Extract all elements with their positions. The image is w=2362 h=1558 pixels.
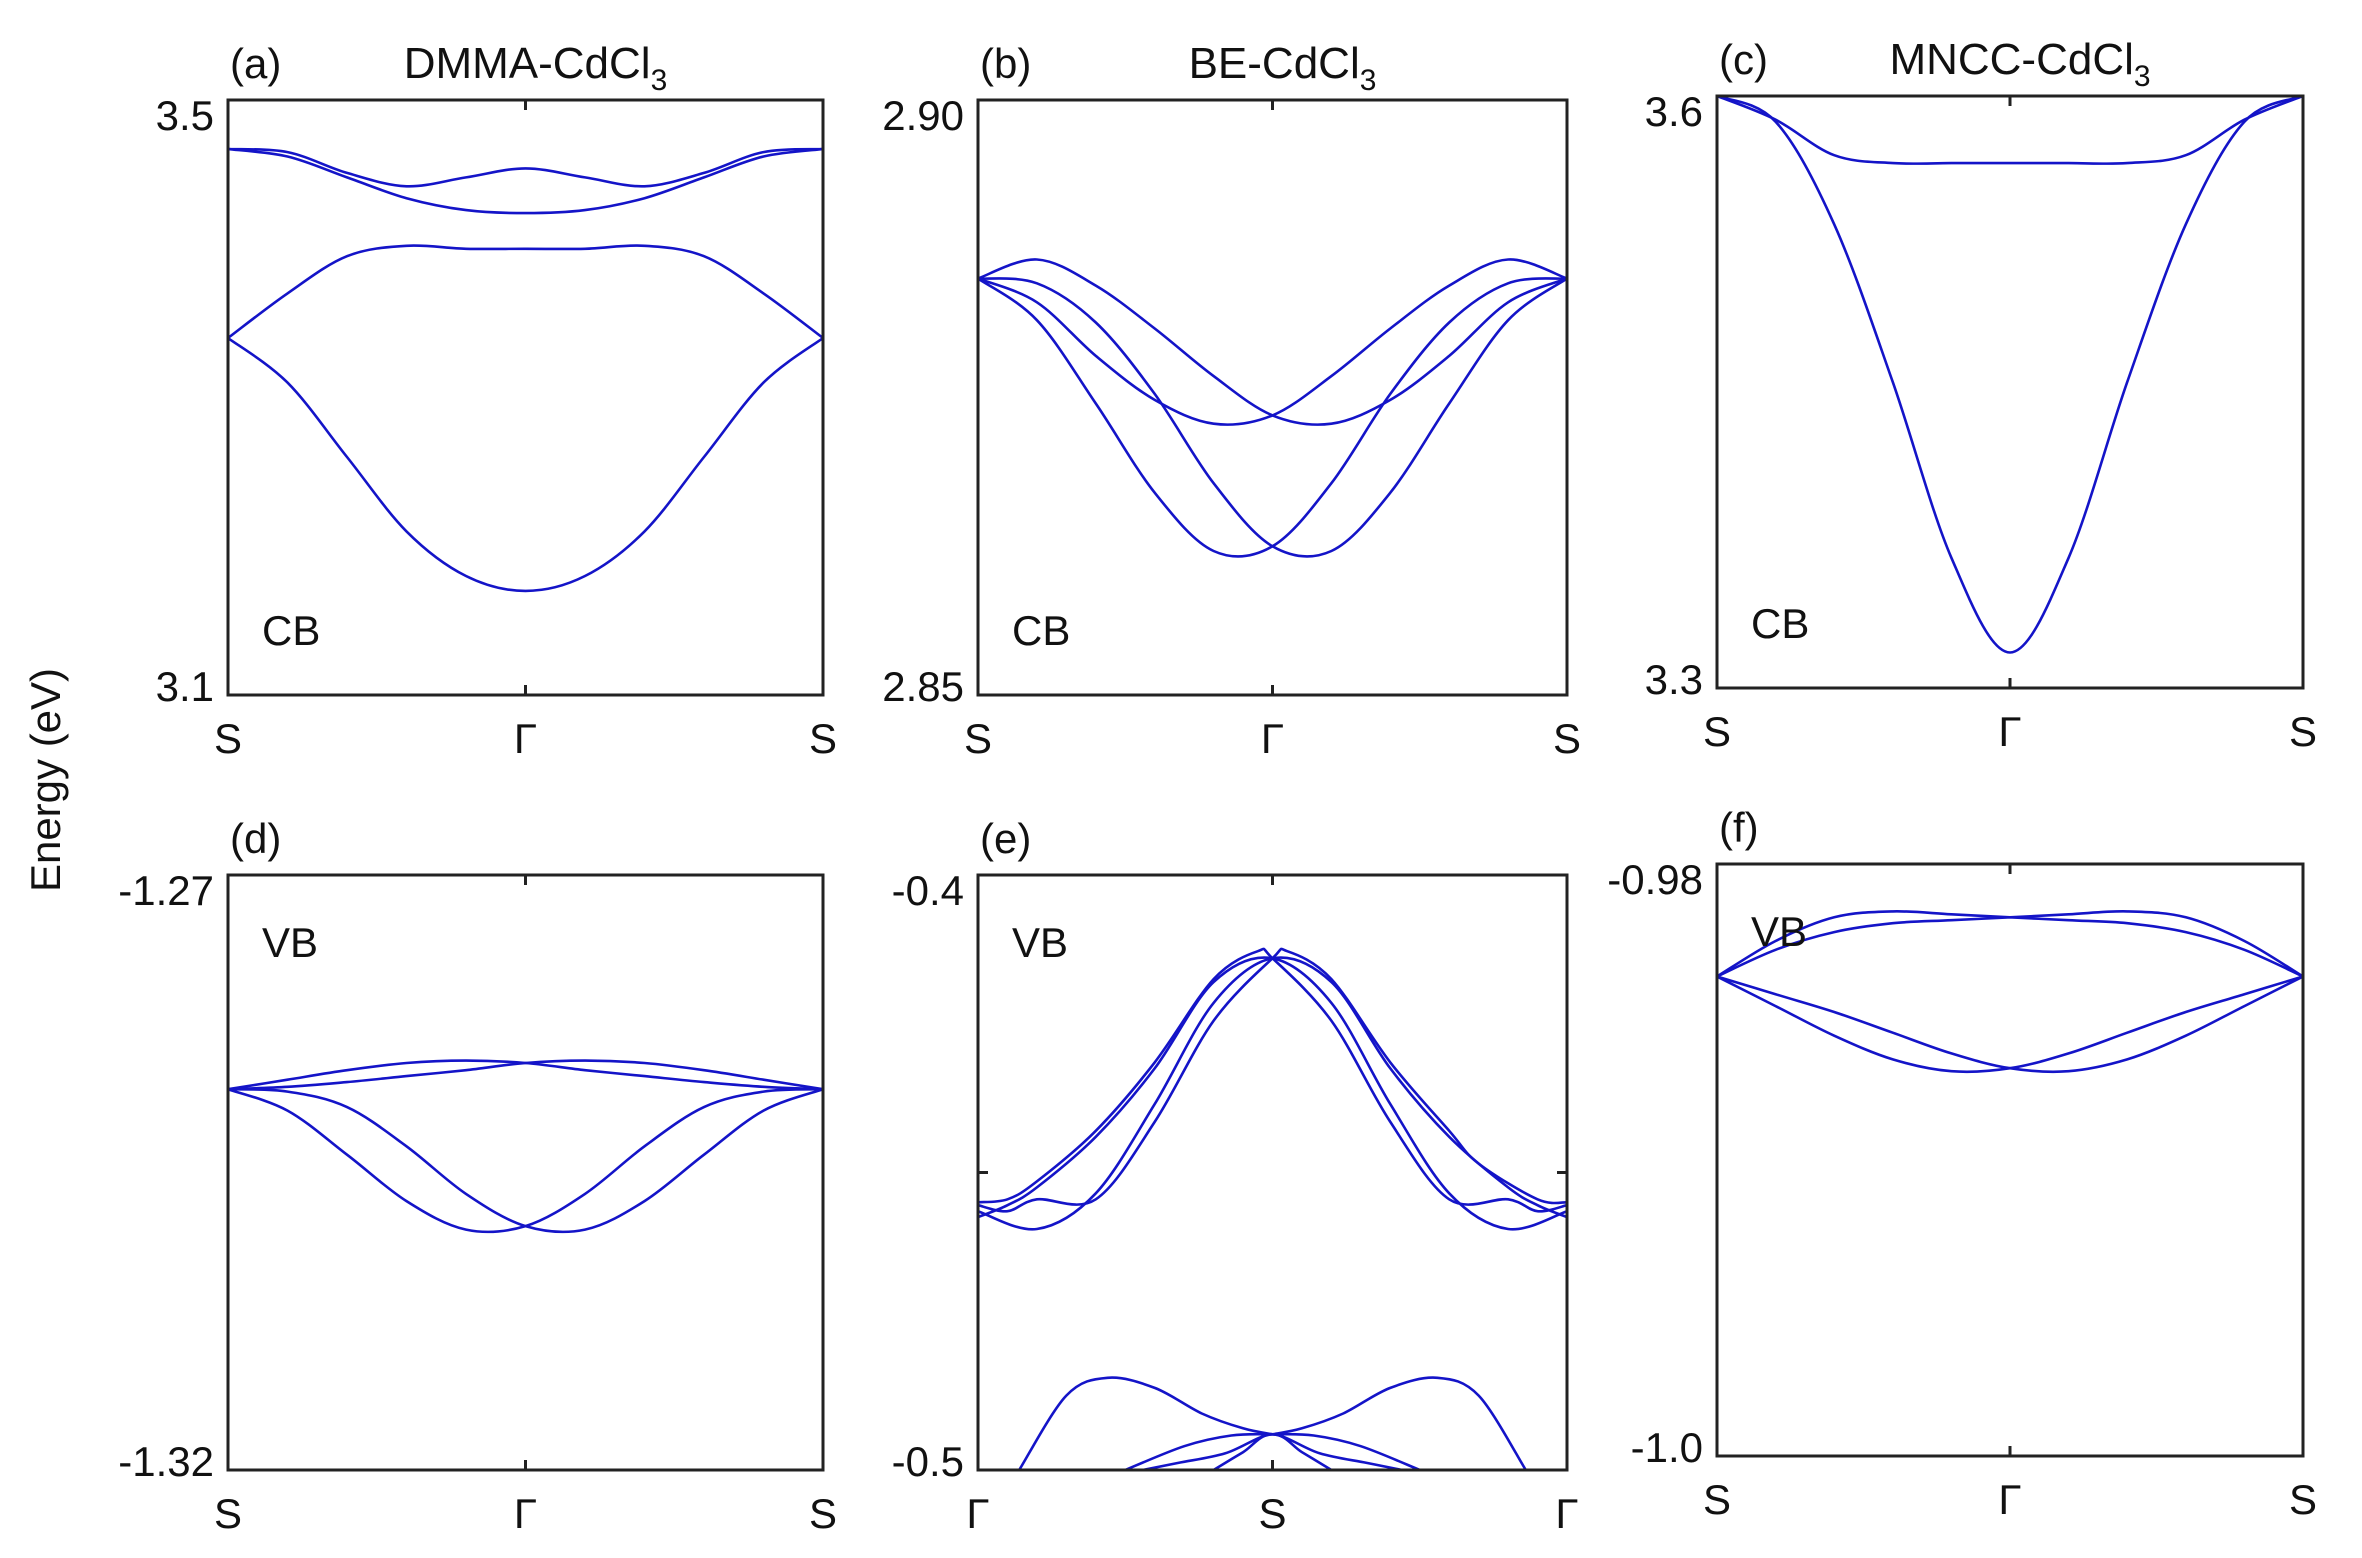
y-tick-label-high-a: 3.5 <box>156 92 214 139</box>
panel-title-b: BE-CdCl3 <box>1189 39 1377 97</box>
band-line-d-4 <box>228 1059 823 1091</box>
y-tick-label-low-b: 2.85 <box>882 663 964 710</box>
band-lines-c <box>1717 96 2303 654</box>
x-tick-label-f-1: S <box>1703 1476 1731 1523</box>
band-lines-f <box>1717 910 2303 1074</box>
y-tick-label-high-c: 3.6 <box>1645 88 1703 135</box>
x-tick-label-a-1: S <box>214 715 242 762</box>
panel-d: S Γ S-1.32-1.27(d)VB <box>118 815 837 1537</box>
band-line-c-2 <box>1717 96 2303 165</box>
band-type-label-d: VB <box>262 919 318 966</box>
y-tick-label-high-f: -0.98 <box>1607 856 1703 903</box>
band-line-e-5 <box>1018 1376 1273 1470</box>
band-type-label-e: VB <box>1012 919 1068 966</box>
band-line-f-2 <box>1717 910 2303 978</box>
band-line-b-1 <box>978 258 1567 426</box>
band-line-f-4 <box>1717 975 2303 1074</box>
band-line-d-1 <box>228 1087 823 1234</box>
band-line-e-8 <box>1212 1432 1403 1470</box>
band-line-a-1 <box>228 336 823 593</box>
panel-title-main-a: DMMA-CdCl <box>404 39 651 88</box>
x-tick-label-d-2: Γ <box>514 1490 537 1537</box>
band-lines-a <box>228 147 823 593</box>
panel-f: S Γ S-1.0-0.98(f)VB <box>1607 804 2317 1523</box>
y-tick-label-high-d: -1.27 <box>118 867 214 914</box>
y-tick-label-low-e: -0.5 <box>892 1438 964 1485</box>
x-tick-label-c-2: Γ <box>1998 708 2021 755</box>
panel-e: Γ S Γ-0.5-0.4(e)VB <box>892 815 1579 1537</box>
x-tick-label-f-3: S <box>2289 1476 2317 1523</box>
band-line-e-2 <box>978 947 1567 1213</box>
band-line-a-2 <box>228 244 823 340</box>
x-tick-label-f-2: Γ <box>1998 1476 2021 1523</box>
y-axis-label: Energy (eV) <box>22 668 69 892</box>
x-tick-label-a-3: S <box>809 715 837 762</box>
band-line-d-2 <box>228 1087 823 1234</box>
x-tick-label-b-3: S <box>1553 715 1581 762</box>
band-line-b-3 <box>978 277 1567 558</box>
band-line-a-3 <box>228 147 823 215</box>
x-tick-label-b-1: S <box>964 715 992 762</box>
panel-title-c: MNCC-CdCl3 <box>1889 35 2150 93</box>
band-type-label-b: CB <box>1012 607 1070 654</box>
plot-frame-b <box>976 98 1569 697</box>
band-type-label-a: CB <box>262 607 320 654</box>
panel-label-e: (e) <box>980 815 1031 862</box>
panel-title-subscript-a: 3 <box>651 64 668 97</box>
panel-title-a: DMMA-CdCl3 <box>404 39 668 97</box>
panel-title-main-b: BE-CdCl <box>1189 39 1360 88</box>
y-tick-label-high-b: 2.90 <box>882 92 964 139</box>
x-tick-label-d-1: S <box>214 1490 242 1537</box>
band-line-b-2 <box>978 258 1567 426</box>
band-line-f-3 <box>1717 975 2303 1074</box>
panel-label-a: (a) <box>230 40 281 87</box>
x-tick-label-a-2: Γ <box>514 715 537 762</box>
band-lines-b <box>978 258 1567 558</box>
band-line-b-4 <box>978 277 1567 558</box>
band-line-e-4 <box>978 956 1567 1231</box>
y-tick-label-low-f: -1.0 <box>1631 1424 1703 1471</box>
band-type-label-c: CB <box>1751 600 1809 647</box>
panel-title-subscript-b: 3 <box>1360 64 1377 97</box>
band-line-e-9 <box>1142 1432 1333 1470</box>
plot-frame-a <box>226 98 825 697</box>
x-tick-label-e-1: Γ <box>966 1490 989 1537</box>
band-lines-e <box>978 947 1567 1470</box>
panel-label-f: (f) <box>1719 804 1759 851</box>
band-lines-d <box>228 1059 823 1234</box>
band-line-e-1 <box>978 947 1567 1213</box>
panel-label-d: (d) <box>230 815 281 862</box>
x-tick-label-c-1: S <box>1703 708 1731 755</box>
band-type-label-f: VB <box>1751 908 1807 955</box>
band-line-a-4 <box>228 147 823 188</box>
y-tick-label-high-e: -0.4 <box>892 867 964 914</box>
x-tick-label-e-2: S <box>1258 1490 1286 1537</box>
panel-title-main-c: MNCC-CdCl <box>1889 35 2133 84</box>
panel-label-b: (b) <box>980 40 1031 87</box>
y-tick-label-low-c: 3.3 <box>1645 656 1703 703</box>
x-tick-label-e-3: Γ <box>1555 1490 1578 1537</box>
y-tick-label-low-a: 3.1 <box>156 663 214 710</box>
panel-label-c: (c) <box>1719 36 1768 83</box>
x-tick-label-d-3: S <box>809 1490 837 1537</box>
y-tick-label-low-d: -1.32 <box>118 1438 214 1485</box>
band-line-e-3 <box>978 956 1567 1231</box>
x-tick-label-b-2: Γ <box>1261 715 1284 762</box>
band-line-e-6 <box>1272 1376 1527 1470</box>
panel-title-subscript-c: 3 <box>2134 60 2151 93</box>
x-tick-label-c-3: S <box>2289 708 2317 755</box>
band-line-c-1 <box>1717 96 2303 654</box>
